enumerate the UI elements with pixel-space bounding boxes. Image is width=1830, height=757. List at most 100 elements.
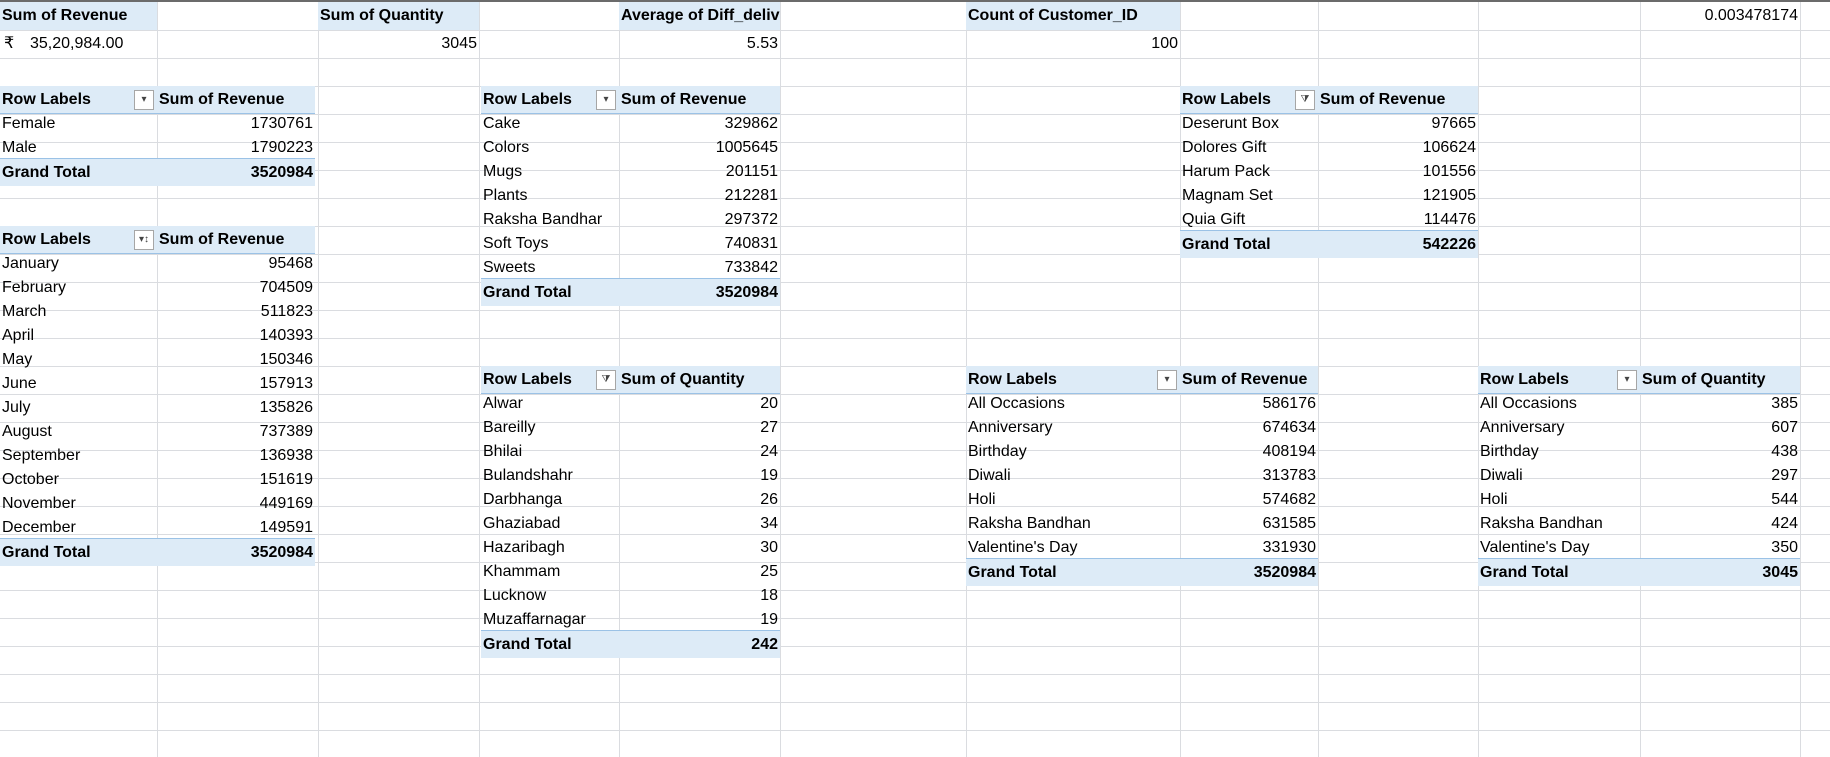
avg-diff-delivery-value[interactable]: 5.53 xyxy=(746,35,778,52)
sort-filter-icon[interactable]: ▾↕ xyxy=(134,230,154,250)
row-label[interactable]: Female xyxy=(2,115,56,132)
row-value[interactable]: 1790223 xyxy=(250,139,313,156)
count-customer-id-label[interactable]: Count of Customer_ID xyxy=(966,2,1180,30)
row-value[interactable]: 449169 xyxy=(259,495,313,512)
grand-total-value[interactable]: 3520984 xyxy=(157,538,315,566)
row-value[interactable]: 20 xyxy=(760,395,778,412)
row-label[interactable]: Male xyxy=(2,139,37,156)
row-label[interactable]: Quia Gift xyxy=(1182,211,1246,228)
row-labels-header[interactable]: Row Labels ⧩ xyxy=(481,366,619,394)
value-header[interactable]: Sum of Revenue xyxy=(157,226,315,254)
row-value[interactable]: 424 xyxy=(1771,515,1798,532)
dropdown-filter-icon[interactable]: ▾ xyxy=(1617,370,1637,390)
row-labels-header[interactable]: Row Labels ▾↕ xyxy=(0,226,157,254)
grand-total-label[interactable]: Grand Total xyxy=(481,278,619,306)
row-value[interactable]: 101556 xyxy=(1422,163,1476,180)
row-value[interactable]: 18 xyxy=(760,587,778,604)
value-header[interactable]: Sum of Quantity xyxy=(619,366,780,394)
row-label[interactable]: Mugs xyxy=(483,163,523,180)
row-value[interactable]: 511823 xyxy=(260,303,313,320)
row-value[interactable]: 313783 xyxy=(1262,467,1316,484)
row-value[interactable]: 19 xyxy=(760,611,778,628)
sum-quantity-label[interactable]: Sum of Quantity xyxy=(318,2,479,30)
dropdown-filter-icon[interactable]: ▾ xyxy=(134,90,154,110)
value-header[interactable]: Sum of Revenue xyxy=(157,86,315,114)
row-label[interactable]: Bulandshahr xyxy=(483,467,573,484)
row-labels-header[interactable]: Row Labels ▾ xyxy=(481,86,619,114)
dropdown-filter-icon[interactable]: ▾ xyxy=(1157,370,1177,390)
row-value[interactable]: 95468 xyxy=(268,255,314,272)
row-label[interactable]: Lucknow xyxy=(483,587,547,604)
row-value[interactable]: 121905 xyxy=(1422,187,1476,204)
row-value[interactable]: 136938 xyxy=(259,447,313,464)
row-value[interactable]: 733842 xyxy=(724,259,778,276)
row-label[interactable]: Anniversary xyxy=(1480,419,1565,436)
grand-total-value[interactable]: 3520984 xyxy=(1180,558,1318,586)
row-value[interactable]: 350 xyxy=(1771,539,1798,556)
row-value[interactable]: 408194 xyxy=(1262,443,1316,460)
sum-revenue-cell[interactable]: ₹ 35,20,984.00 xyxy=(0,30,157,58)
row-label[interactable]: Birthday xyxy=(1480,443,1539,460)
row-value[interactable]: 27 xyxy=(760,419,778,436)
row-value[interactable]: 212281 xyxy=(724,187,778,204)
row-label[interactable]: June xyxy=(2,375,37,392)
row-value[interactable]: 157913 xyxy=(259,375,313,392)
row-label[interactable]: October xyxy=(2,471,59,488)
grand-total-value[interactable]: 3045 xyxy=(1640,558,1800,586)
row-label[interactable]: Hazaribagh xyxy=(483,539,565,556)
row-label[interactable]: Alwar xyxy=(483,395,524,412)
row-label[interactable]: Raksha Bandhan xyxy=(1480,515,1603,532)
row-value[interactable]: 30 xyxy=(760,539,778,556)
filtered-icon[interactable]: ⧩ xyxy=(1295,90,1315,110)
row-label[interactable]: Plants xyxy=(483,187,528,204)
row-label[interactable]: December xyxy=(2,519,76,536)
count-customer-id-value[interactable]: 100 xyxy=(1151,35,1178,52)
row-value[interactable]: 331930 xyxy=(1262,539,1316,556)
row-value[interactable]: 297372 xyxy=(724,211,778,228)
row-label[interactable]: May xyxy=(2,351,33,368)
value-header[interactable]: Sum of Quantity xyxy=(1640,366,1800,394)
row-value[interactable]: 34 xyxy=(760,515,778,532)
row-value[interactable]: 150346 xyxy=(259,351,313,368)
row-value[interactable]: 329862 xyxy=(724,115,778,132)
row-label[interactable]: November xyxy=(2,495,76,512)
row-label[interactable]: September xyxy=(2,447,81,464)
row-value[interactable]: 737389 xyxy=(259,423,313,440)
row-label[interactable]: Bhilai xyxy=(483,443,523,460)
row-label[interactable]: Holi xyxy=(968,491,996,508)
row-value[interactable]: 385 xyxy=(1771,395,1798,412)
grand-total-value[interactable]: 3520984 xyxy=(157,158,315,186)
row-value[interactable]: 26 xyxy=(760,491,778,508)
row-label[interactable]: Holi xyxy=(1480,491,1508,508)
row-value[interactable]: 1005645 xyxy=(715,139,778,156)
row-labels-header[interactable]: Row Labels ▾ xyxy=(0,86,157,114)
row-label[interactable]: July xyxy=(2,399,31,416)
row-labels-header[interactable]: Row Labels ⧩ xyxy=(1180,86,1318,114)
row-value[interactable]: 438 xyxy=(1771,443,1798,460)
grand-total-value[interactable]: 542226 xyxy=(1318,230,1478,258)
row-label[interactable]: Birthday xyxy=(968,443,1027,460)
grand-total-label[interactable]: Grand Total xyxy=(0,538,157,566)
row-label[interactable]: April xyxy=(2,327,35,344)
row-label[interactable]: Ghaziabad xyxy=(483,515,561,532)
row-value[interactable]: 201151 xyxy=(725,163,778,180)
row-value[interactable]: 674634 xyxy=(1262,419,1316,436)
row-value[interactable]: 135826 xyxy=(259,399,313,416)
dropdown-filter-icon[interactable]: ▾ xyxy=(596,90,616,110)
row-label[interactable]: All Occasions xyxy=(968,395,1065,412)
grand-total-value[interactable]: 3520984 xyxy=(619,278,780,306)
row-label[interactable]: Raksha Bandhan xyxy=(968,515,1091,532)
row-value[interactable]: 544 xyxy=(1771,491,1798,508)
row-label[interactable]: February xyxy=(2,279,67,296)
value-header[interactable]: Sum of Revenue xyxy=(1318,86,1478,114)
row-label[interactable]: March xyxy=(2,303,47,320)
row-value[interactable]: 631585 xyxy=(1262,515,1316,532)
row-value[interactable]: 704509 xyxy=(259,279,313,296)
row-labels-header[interactable]: Row Labels ▾ xyxy=(1478,366,1640,394)
row-value[interactable]: 1730761 xyxy=(250,115,313,132)
row-value[interactable]: 97665 xyxy=(1431,115,1477,132)
row-label[interactable]: Sweets xyxy=(483,259,536,276)
row-label[interactable]: Diwali xyxy=(1480,467,1523,484)
row-label[interactable]: Valentine's Day xyxy=(968,539,1078,556)
row-value[interactable]: 25 xyxy=(760,563,778,580)
